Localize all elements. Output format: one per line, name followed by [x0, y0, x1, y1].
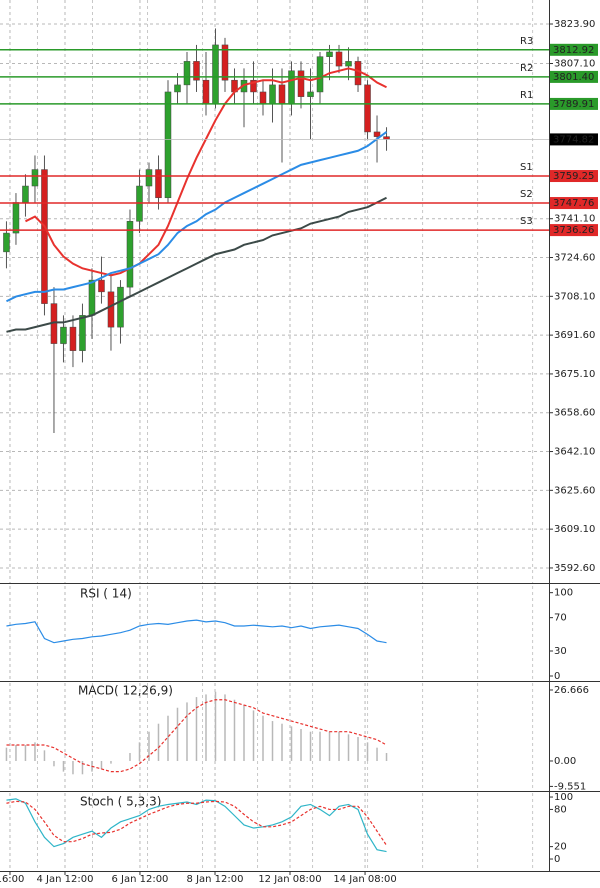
- candle-body: [307, 91, 314, 97]
- level-name: R3: [520, 36, 533, 47]
- y-tick-label: 26.666: [554, 685, 589, 696]
- moving-average: [25, 67, 387, 277]
- candle-body: [383, 136, 390, 140]
- candle-body: [269, 84, 276, 104]
- candle-body: [297, 70, 305, 97]
- stoch-title: Stoch ( 5,3,3): [80, 795, 161, 809]
- candle-body: [155, 169, 162, 199]
- y-tick-label: 70: [554, 613, 567, 624]
- y-tick-label: 3741.10: [554, 214, 595, 225]
- level-label: 3789.91: [553, 99, 594, 110]
- candle-body: [221, 44, 229, 81]
- rsi-title: RSI ( 14): [80, 587, 132, 601]
- indicator-line: [6, 619, 387, 644]
- candle-body: [88, 279, 96, 316]
- y-tick-label: 0.00: [554, 756, 576, 767]
- candle-body: [316, 56, 324, 93]
- y-tick-label: 3625.60: [554, 485, 595, 496]
- candle-body: [174, 84, 181, 93]
- y-tick-label: 3708.10: [554, 291, 595, 302]
- candle-body: [354, 61, 362, 86]
- candle-body: [79, 315, 86, 351]
- x-tick-label: 16:00: [0, 874, 24, 885]
- level-name: S2: [520, 189, 533, 200]
- candle-body: [345, 61, 352, 67]
- candle-body: [98, 279, 105, 293]
- y-tick-label: 20: [554, 842, 567, 853]
- level-box: [550, 170, 598, 183]
- y-tick-label: 0: [554, 671, 560, 682]
- y-tick-label: 30: [554, 646, 567, 657]
- level-label: 3736.26: [553, 225, 594, 236]
- x-tick-label: 6 Jan 12:00: [111, 874, 168, 885]
- x-tick-label: 12 Jan 08:00: [258, 874, 321, 885]
- level-box: [550, 224, 598, 237]
- candle-body: [259, 91, 267, 104]
- y-tick-label: 3642.10: [554, 447, 595, 458]
- candle-body: [126, 221, 134, 288]
- candle-body: [326, 51, 333, 57]
- candle-body: [117, 286, 124, 328]
- candle-body: [164, 91, 172, 199]
- current-price: 3774.82: [553, 134, 594, 145]
- current-box: [550, 133, 598, 146]
- candle-body: [69, 326, 77, 351]
- y-tick-label: 3807.10: [554, 58, 595, 69]
- candle-body: [22, 185, 29, 203]
- moving-average: [6, 196, 387, 333]
- x-tick-label: 8 Jan 12:00: [187, 874, 244, 885]
- level-name: R2: [520, 63, 533, 74]
- level-label: 3812.92: [553, 45, 594, 56]
- x-tick-label: 4 Jan 12:00: [37, 874, 94, 885]
- candle-body: [250, 79, 257, 93]
- candle-body: [364, 84, 371, 133]
- moving-average: [6, 131, 388, 303]
- level-name: S1: [520, 162, 533, 173]
- y-tick-label: 3658.60: [554, 408, 595, 419]
- y-tick-label: -9.551: [554, 781, 586, 792]
- level-label: 3801.40: [553, 72, 594, 83]
- x-tick-label: 14 Jan 08:00: [333, 874, 396, 885]
- y-tick-label: 3592.60: [554, 563, 595, 574]
- y-tick-label: 3691.60: [554, 330, 595, 341]
- candle-body: [335, 51, 343, 67]
- y-tick-label: 80: [554, 804, 567, 815]
- level-label: 3759.25: [553, 171, 594, 182]
- indicator-line: [6, 798, 387, 853]
- indicator-line: [6, 699, 387, 773]
- y-tick-label: 3823.90: [554, 19, 595, 30]
- candle-body: [145, 169, 153, 187]
- level-box: [550, 70, 598, 83]
- level-box: [550, 97, 598, 110]
- candle-body: [3, 232, 10, 253]
- candle-body: [202, 79, 210, 104]
- y-tick-label: 0: [554, 854, 560, 865]
- candle-body: [288, 70, 295, 104]
- y-tick-label: 100: [554, 588, 573, 599]
- candle-body: [193, 61, 200, 81]
- candle-body: [373, 131, 381, 137]
- candle-body: [12, 202, 20, 234]
- candle-body: [212, 44, 219, 104]
- y-tick-label: 3675.10: [554, 369, 595, 380]
- level-name: R1: [520, 90, 533, 101]
- candle-body: [31, 169, 39, 187]
- y-tick-label: 3724.60: [554, 253, 595, 264]
- indicator-line: [6, 800, 388, 846]
- macd-title: MACD( 12,26,9): [78, 684, 173, 698]
- candle-body: [278, 84, 286, 104]
- level-label: 3747.76: [553, 198, 594, 209]
- candle-body: [107, 291, 115, 328]
- y-tick-label: 100: [554, 792, 573, 803]
- y-tick-label: 3609.10: [554, 524, 595, 535]
- candle-body: [60, 326, 67, 344]
- level-box: [550, 197, 598, 210]
- candle-body: [183, 61, 191, 86]
- level-box: [550, 43, 598, 56]
- level-name: S3: [520, 216, 533, 227]
- candle-body: [41, 169, 48, 304]
